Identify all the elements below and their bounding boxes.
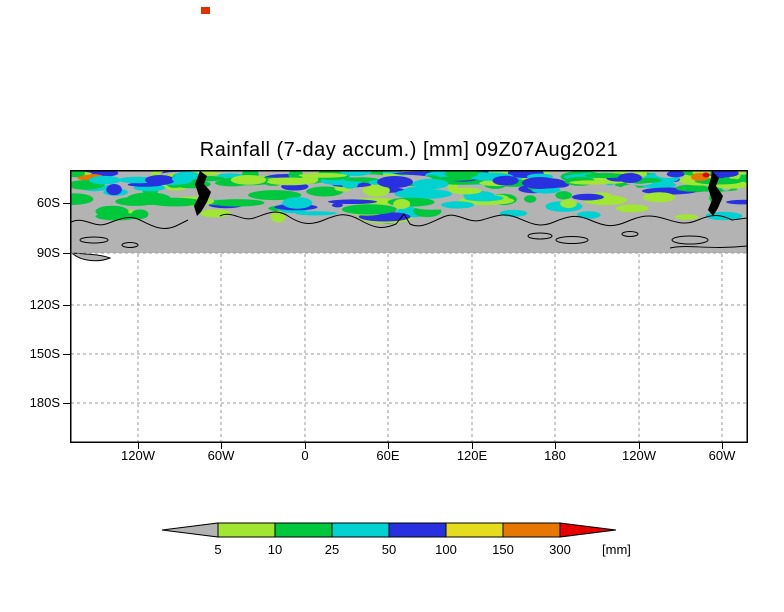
colorbar-seg-150-300	[502, 522, 561, 538]
y-axis-tick	[63, 252, 70, 254]
x-axis-label: 180	[544, 448, 566, 463]
x-axis-tick	[721, 443, 723, 449]
chart-title: Rainfall (7-day accum.) [mm] 09Z07Aug202…	[199, 139, 619, 161]
colorbar-seg-5-10	[217, 522, 276, 538]
x-axis-label: 60W	[207, 448, 235, 463]
colorbar-level-label: 25	[324, 542, 340, 557]
y-axis-tick	[63, 202, 70, 204]
x-axis-tick	[304, 443, 306, 449]
antarctic-coastline	[71, 211, 747, 249]
colorbar-level-label: 150	[492, 542, 514, 557]
colorbar	[161, 522, 617, 538]
y-axis-tick	[63, 402, 70, 404]
y-axis-tick	[63, 353, 70, 355]
y-axis-label: 90S	[36, 245, 60, 260]
y-axis-tick	[63, 304, 70, 306]
map-plot	[70, 170, 748, 443]
stray-red-artifact	[201, 7, 210, 14]
y-axis-label: 60S	[36, 195, 60, 210]
colorbar-seg-50-100	[388, 522, 447, 538]
colorbar-seg-100-150	[445, 522, 504, 538]
colorbar-below-arrow	[161, 522, 219, 538]
x-axis-tick	[220, 443, 222, 449]
rainfall-shading	[71, 171, 747, 224]
colorbar-seg-10-25	[274, 522, 333, 538]
colorbar-seg-25-50	[331, 522, 390, 538]
y-axis-label: 150S	[29, 346, 60, 361]
plot-frame	[70, 170, 748, 443]
colorbar-level-label: 10	[267, 542, 283, 557]
colorbar-above-arrow	[559, 522, 617, 538]
antarctic-peninsula-land	[194, 171, 723, 216]
colorbar-level-label: 5	[214, 542, 222, 557]
coast-below-90s	[70, 252, 112, 262]
x-axis-label: 120W	[121, 448, 155, 463]
colorbar-level-label: 100	[435, 542, 457, 557]
x-axis-label: 120E	[456, 448, 488, 463]
rainfall-accents	[145, 172, 710, 197]
x-axis-tick	[554, 443, 556, 449]
colorbar-level-label: 50	[381, 542, 397, 557]
y-axis-label: 120S	[29, 297, 60, 312]
colorbar-unit-label: [mm]	[602, 542, 631, 557]
x-axis-tick	[471, 443, 473, 449]
x-axis-label: 60W	[708, 448, 736, 463]
x-axis-tick	[387, 443, 389, 449]
x-axis-tick	[638, 443, 640, 449]
x-axis-label: 120W	[622, 448, 656, 463]
x-axis-label: 60E	[376, 448, 400, 463]
y-axis-label: 180S	[29, 395, 60, 410]
x-axis-tick	[137, 443, 139, 449]
colorbar-level-label: 300	[549, 542, 571, 557]
x-axis-label: 0	[301, 448, 309, 463]
gridlines	[71, 252, 747, 442]
